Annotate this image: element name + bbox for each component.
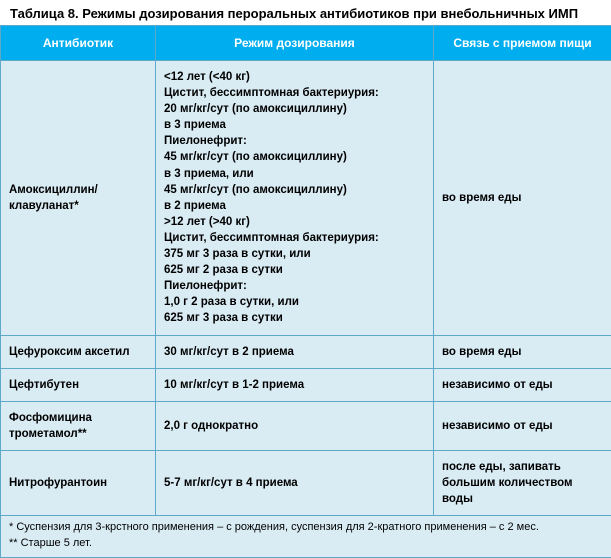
table-title: Таблица 8. Режимы дозирования пероральны… xyxy=(0,0,611,25)
dosing-line: >12 лет (>40 кг) xyxy=(164,214,425,230)
col-header-food: Связь с приемом пищи xyxy=(434,26,611,61)
dosing-line: 625 мг 3 раза в сутки xyxy=(164,310,425,326)
cell-antibiotic: Фосфомицина трометамол** xyxy=(1,401,156,450)
table-row: Цефтибутен 10 мг/кг/сут в 1-2 приема нез… xyxy=(1,368,611,401)
header-row: Антибиотик Режим дозирования Связь с при… xyxy=(1,26,611,61)
cell-dosing: 10 мг/кг/сут в 1-2 приема xyxy=(156,368,434,401)
cell-antibiotic: Цефтибутен xyxy=(1,368,156,401)
cell-food: во время еды xyxy=(434,335,611,368)
dosing-line: в 3 приема, или xyxy=(164,166,425,182)
col-header-dosing: Режим дозирования xyxy=(156,26,434,61)
table-container: Таблица 8. Режимы дозирования пероральны… xyxy=(0,0,611,558)
cell-antibiotic: Нитрофурантоин xyxy=(1,450,156,515)
dosing-line: 375 мг 3 раза в сутки, или xyxy=(164,246,425,262)
dosing-line: 45 мг/кг/сут (по амоксициллину) xyxy=(164,182,425,198)
dosing-table: Антибиотик Режим дозирования Связь с при… xyxy=(0,25,611,558)
dosing-line: в 2 приема xyxy=(164,198,425,214)
dosing-line: 1,0 г 2 раза в сутки, или xyxy=(164,294,425,310)
dosing-text: 2,0 г однократно xyxy=(164,420,258,432)
dosing-line: <12 лет (<40 кг) xyxy=(164,69,425,85)
dosing-line: 625 мг 2 раза в сутки xyxy=(164,262,425,278)
cell-dosing: 30 мг/кг/сут в 2 приема xyxy=(156,335,434,368)
cell-food: независимо от еды xyxy=(434,401,611,450)
footnote-cell: * Суспензия для 3-крстного применения – … xyxy=(1,516,611,558)
cell-food: после еды, запивать большим количеством … xyxy=(434,450,611,515)
cell-antibiotic: Цефуроксим аксетил xyxy=(1,335,156,368)
dosing-line: 20 мг/кг/сут (по амоксициллину) xyxy=(164,101,425,117)
dosing-line: Пиелонефрит: xyxy=(164,278,425,294)
dosing-line: в 3 приема xyxy=(164,117,425,133)
table-row: Цефуроксим аксетил 30 мг/кг/сут в 2 прие… xyxy=(1,335,611,368)
table-row: Фосфомицина трометамол** 2,0 г однократн… xyxy=(1,401,611,450)
cell-dosing: 2,0 г однократно xyxy=(156,401,434,450)
dosing-text: 30 мг/кг/сут в 2 приема xyxy=(164,346,294,358)
cell-dosing: 5-7 мг/кг/сут в 4 приема xyxy=(156,450,434,515)
table-row: Нитрофурантоин 5-7 мг/кг/сут в 4 приема … xyxy=(1,450,611,515)
cell-dosing: <12 лет (<40 кг) Цистит, бессимптомная б… xyxy=(156,61,434,336)
cell-food: независимо от еды xyxy=(434,368,611,401)
cell-food: во время еды xyxy=(434,61,611,336)
col-header-antibiotic: Антибиотик xyxy=(1,26,156,61)
footnote-2: ** Старше 5 лет. xyxy=(9,536,603,551)
dosing-line: Пиелонефрит: xyxy=(164,133,425,149)
dosing-line: Цистит, бессимптомная бактериурия: xyxy=(164,85,425,101)
dosing-line: Цистит, бессимптомная бактериурия: xyxy=(164,230,425,246)
footnote-row: * Суспензия для 3-крстного применения – … xyxy=(1,516,611,558)
cell-antibiotic: Амоксициллин/клавуланат* xyxy=(1,61,156,336)
dosing-multiline: <12 лет (<40 кг) Цистит, бессимптомная б… xyxy=(164,69,425,327)
dosing-text: 5-7 мг/кг/сут в 4 приема xyxy=(164,477,298,489)
table-row: Амоксициллин/клавуланат* <12 лет (<40 кг… xyxy=(1,61,611,336)
dosing-text: 10 мг/кг/сут в 1-2 приема xyxy=(164,379,304,391)
dosing-line: 45 мг/кг/сут (по амоксициллину) xyxy=(164,149,425,165)
